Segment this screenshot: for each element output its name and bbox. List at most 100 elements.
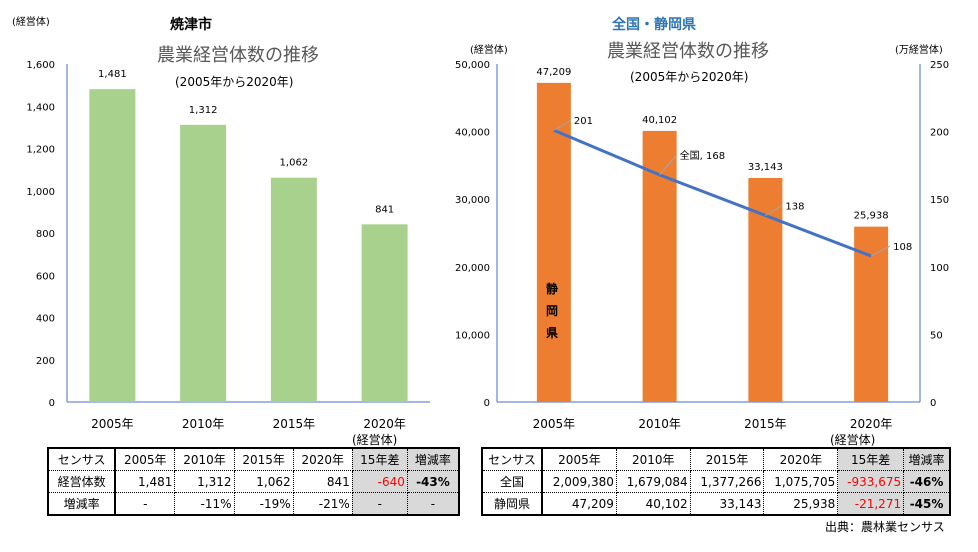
right-x-tick: 2005年 <box>533 417 576 431</box>
cell: -11% <box>174 492 235 516</box>
national-point-label: 201 <box>574 116 593 127</box>
header-cell: センサス <box>47 447 117 471</box>
cell: 1,312 <box>174 470 235 493</box>
right-table-unit: (経営体) <box>830 433 876 447</box>
table-header-row: センサス 2005年 2010年 2015年 2020年 15年差 増減率 <box>47 447 460 471</box>
header-cell: 2020年 <box>292 447 353 471</box>
table-row: 静岡県 47,209 40,102 33,143 25,938 -21,271 … <box>481 492 951 516</box>
right-chart-period: (2005年から2020年) <box>630 70 749 84</box>
left-y-tick: 200 <box>36 356 55 367</box>
right-y-unit: (経営体) <box>470 45 508 56</box>
row-label: 静岡県 <box>481 492 544 516</box>
right-y2-tick: 200 <box>930 128 949 139</box>
national-leader-line <box>870 245 891 257</box>
right-chart-subtitle: 農業経営体数の推移 <box>607 41 769 62</box>
left-y-tick: 1,400 <box>26 102 55 113</box>
source-note: 出典：農林業センサス <box>825 520 945 534</box>
left-bar-label: 1,312 <box>189 105 218 116</box>
cell: 1,679,084 <box>615 470 691 493</box>
table-row: 増減率 - -11% -19% -21% - - <box>47 492 460 516</box>
right-chart-title: 全国・静岡県 <box>612 17 696 33</box>
right-y-tick: 20,000 <box>455 263 490 274</box>
shizuoka-bar-label: 47,209 <box>536 67 571 78</box>
left-bar-label: 1,481 <box>98 69 127 80</box>
cell: -933,675 <box>837 470 905 493</box>
left-y-tick: 400 <box>36 314 55 325</box>
header-cell: 増減率 <box>406 447 460 471</box>
left-bar <box>270 177 317 402</box>
header-cell: 2005年 <box>114 447 176 471</box>
cell: 841 <box>292 470 353 493</box>
left-chart-period: (2005年から2020年) <box>175 75 294 89</box>
cell: 33,143 <box>689 492 765 516</box>
right-y-tick: 30,000 <box>455 195 490 206</box>
right-y2-tick: 0 <box>930 398 936 409</box>
shizuoka-bar-label: 25,938 <box>854 211 889 222</box>
left-y-tick: 1,000 <box>26 187 55 198</box>
cell: 1,377,266 <box>689 470 765 493</box>
table-row: 経営体数 1,481 1,312 1,062 841 -640 -43% <box>47 470 460 493</box>
header-cell: 15年差 <box>351 447 408 471</box>
left-table: センサス 2005年 2010年 2015年 2020年 15年差 増減率 経営… <box>47 447 460 516</box>
right-x-tick: 2020年 <box>850 417 893 431</box>
left-table-unit: (経営体) <box>352 433 398 447</box>
header-cell: 2010年 <box>615 447 691 471</box>
left-x-tick: 2020年 <box>363 417 406 431</box>
left-y-unit: (経営体) <box>12 17 50 28</box>
national-point-label: 108 <box>893 242 912 253</box>
national-line <box>553 128 872 258</box>
table-row: 全国 2,009,380 1,679,084 1,377,266 1,075,7… <box>481 470 951 493</box>
shizuoka-bar-label: 33,143 <box>748 162 783 173</box>
right-y2-tick: 150 <box>930 195 949 206</box>
cell: - <box>406 492 460 516</box>
left-y-tick: 1,200 <box>26 145 55 156</box>
row-label: 増減率 <box>47 492 117 516</box>
cell: 1,062 <box>233 470 294 493</box>
national-leader-line <box>659 154 678 176</box>
shizuoka-bar-label: 40,102 <box>642 115 677 126</box>
right-x-tick: 2010年 <box>638 417 681 431</box>
row-label: 全国 <box>481 470 544 493</box>
left-chart-subtitle: 農業経営体数の推移 <box>157 45 319 66</box>
right-y2-tick: 100 <box>930 263 949 274</box>
cell: -640 <box>351 470 408 493</box>
row-label: 経営体数 <box>47 470 117 493</box>
left-bar <box>180 124 227 402</box>
cell: -45% <box>903 492 951 516</box>
left-x-tick: 2015年 <box>273 417 316 431</box>
right-y2-tick: 50 <box>930 330 943 341</box>
left-chart-title: 焼津市 <box>170 17 212 33</box>
shizuoka-bar <box>642 130 677 403</box>
right-y-tick: 10,000 <box>455 330 490 341</box>
cell: 47,209 <box>541 492 617 516</box>
national-point-label: 全国, 168 <box>680 149 725 162</box>
cell: 2,009,380 <box>541 470 617 493</box>
left-bar-label: 841 <box>375 204 394 215</box>
cell: - <box>114 492 176 516</box>
left-bar <box>361 224 408 402</box>
national-leader-line <box>765 204 783 216</box>
left-bar <box>89 89 136 403</box>
right-x-tick: 2015年 <box>744 417 787 431</box>
cell: -21,271 <box>837 492 905 516</box>
cell: -43% <box>406 470 460 493</box>
header-cell: 増減率 <box>903 447 951 471</box>
right-y-tick: 50,000 <box>455 60 490 71</box>
left-y-tick: 0 <box>49 398 55 409</box>
header-cell: 2010年 <box>174 447 235 471</box>
national-point-label: 138 <box>785 201 804 212</box>
right-y-tick: 40,000 <box>455 128 490 139</box>
header-cell: 2015年 <box>233 447 294 471</box>
right-table: センサス 2005年 2010年 2015年 2020年 15年差 増減率 全国… <box>481 447 951 516</box>
right-y-tick: 0 <box>484 398 490 409</box>
cell: 40,102 <box>615 492 691 516</box>
right-y2-tick: 250 <box>930 60 949 71</box>
left-bar-label: 1,062 <box>280 158 309 169</box>
cell: -19% <box>233 492 294 516</box>
left-x-tick: 2005年 <box>91 417 134 431</box>
table-header-row: センサス 2005年 2010年 2015年 2020年 15年差 増減率 <box>481 447 951 471</box>
header-cell: 2020年 <box>763 447 839 471</box>
right-y2-unit: (万経営体) <box>895 45 943 56</box>
header-cell: センサス <box>481 447 544 471</box>
